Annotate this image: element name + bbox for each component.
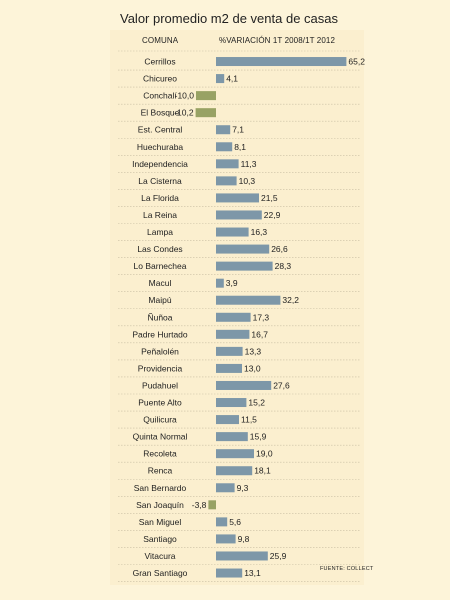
bar: [216, 449, 254, 459]
bar: [216, 210, 262, 220]
category-label: Las Condes: [137, 244, 182, 254]
value-label: 19,0: [256, 449, 273, 459]
bar: [195, 108, 216, 118]
category-label: Maipú: [148, 295, 171, 305]
value-label: 22,9: [264, 210, 281, 220]
bar: [216, 312, 251, 322]
category-label: Vitacura: [144, 551, 175, 561]
value-label: 7,1: [232, 125, 244, 135]
chart-title: Valor promedio m2 de venta de casas: [120, 11, 338, 26]
value-label: 10,3: [239, 176, 256, 186]
bar: [216, 483, 235, 493]
category-label: Conchalí: [143, 91, 177, 101]
category-label: Lampa: [147, 227, 173, 237]
value-label: 27,6: [273, 380, 290, 390]
value-label: 13,1: [244, 568, 261, 578]
category-label: San Bernardo: [134, 483, 187, 493]
value-label: 17,3: [253, 312, 270, 322]
value-label: 4,1: [226, 74, 238, 84]
source-note: FUENTE: COLLECT: [320, 566, 374, 572]
category-label: Gran Santiago: [133, 568, 188, 578]
bar: [216, 57, 347, 67]
bar: [216, 346, 243, 356]
category-label: Peñalolén: [141, 346, 179, 356]
category-label: Puente Alto: [138, 398, 182, 408]
chart-panel: [110, 30, 364, 585]
value-label: 3,9: [226, 278, 238, 288]
value-label: -10,0: [175, 91, 195, 101]
bar: [196, 91, 216, 101]
bar: [216, 125, 231, 135]
category-label: Renca: [148, 466, 173, 476]
value-label: 8,1: [234, 142, 246, 152]
bar: [216, 329, 250, 339]
value-label: 13,0: [244, 363, 261, 373]
value-label: 21,5: [261, 193, 278, 203]
bar: [216, 295, 281, 305]
category-label: Padre Hurtado: [132, 329, 188, 339]
bar: [216, 534, 236, 544]
bar: [216, 398, 247, 408]
value-label: 18,1: [254, 466, 271, 476]
bar: [216, 261, 273, 271]
value-label: 16,7: [251, 329, 268, 339]
value-label: 28,3: [275, 261, 292, 271]
category-label: Ñuñoa: [147, 312, 172, 322]
category-label: San Joaquín: [136, 500, 184, 510]
category-label: Providencia: [138, 363, 183, 373]
category-label: San Miguel: [139, 517, 182, 527]
category-label: La Cisterna: [138, 176, 182, 186]
value-label: 9,3: [237, 483, 249, 493]
category-label: Quilicura: [143, 415, 177, 425]
category-label: La Reina: [143, 210, 177, 220]
bar: [216, 227, 249, 237]
value-label: -10,2: [174, 108, 194, 118]
column-header-comuna: COMUNA: [142, 36, 179, 45]
category-label: Chicureo: [143, 74, 177, 84]
value-label: -3,8: [192, 500, 207, 510]
category-label: Recoleta: [143, 449, 177, 459]
value-label: 32,2: [282, 295, 299, 305]
value-label: 15,9: [250, 432, 267, 442]
value-label: 11,3: [241, 159, 257, 169]
bar: [208, 500, 216, 510]
category-label: Macul: [149, 278, 172, 288]
value-label: 65,2: [348, 57, 365, 67]
value-label: 11,5: [241, 415, 257, 425]
bar: [216, 159, 239, 169]
category-label: Huechuraba: [137, 142, 184, 152]
bar: [216, 432, 248, 442]
value-label: 13,3: [245, 346, 262, 356]
value-label: 9,8: [238, 534, 250, 544]
category-label: Lo Barnechea: [134, 261, 187, 271]
category-label: Est. Central: [138, 125, 183, 135]
category-label: Quinta Normal: [133, 432, 188, 442]
bar: [216, 551, 268, 561]
value-label: 15,2: [248, 398, 265, 408]
category-label: Pudahuel: [142, 380, 178, 390]
bar: [216, 142, 233, 152]
value-label: 5,6: [229, 517, 241, 527]
bar: [216, 176, 237, 186]
category-label: El Bosque: [141, 108, 180, 118]
bar: [216, 568, 243, 578]
bar: [216, 415, 239, 425]
bar: [216, 74, 225, 84]
bar: [216, 363, 242, 373]
category-label: Independencia: [132, 159, 188, 169]
category-label: Cerrillos: [144, 57, 175, 67]
column-header-variacion: %VARIACIÓN 1T 2008/1T 2012: [219, 36, 335, 45]
bar: [216, 466, 253, 476]
bar: [216, 380, 272, 390]
value-label: 16,3: [251, 227, 268, 237]
bar: [216, 244, 270, 254]
category-label: La Florida: [141, 193, 179, 203]
bar: [216, 517, 228, 527]
value-label: 25,9: [270, 551, 287, 561]
bar: [216, 193, 259, 203]
value-label: 26,6: [271, 244, 288, 254]
category-label: Santiago: [143, 534, 177, 544]
bar: [216, 278, 224, 288]
